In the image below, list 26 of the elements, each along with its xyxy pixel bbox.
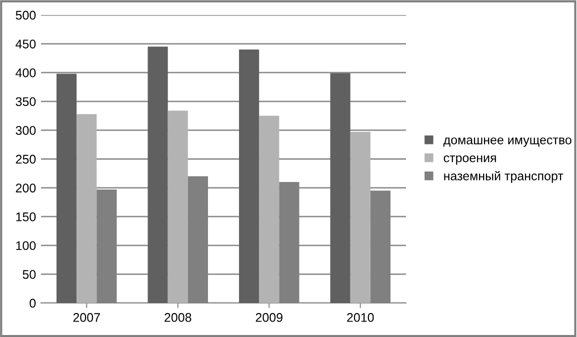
x-tick-label: 2010 xyxy=(347,313,374,322)
bar xyxy=(76,114,97,303)
y-tick-label: 450 xyxy=(16,40,36,48)
bar xyxy=(239,50,260,303)
y-tick-label: 500 xyxy=(16,10,36,20)
y-tick-label: 200 xyxy=(16,184,36,192)
y-tick-label: 50 xyxy=(22,270,36,279)
bar xyxy=(259,116,280,303)
y-tick-label: 0 xyxy=(30,298,36,308)
y-tick-label: 250 xyxy=(16,154,36,164)
bar xyxy=(350,132,370,303)
x-tick-label: 2009 xyxy=(256,313,282,322)
bar xyxy=(56,74,77,303)
x-tick-label: 2007 xyxy=(73,313,100,322)
y-tick-label: 100 xyxy=(16,241,36,250)
y-tick-label: 350 xyxy=(16,97,36,106)
bar xyxy=(330,73,350,303)
y-tick-label: 400 xyxy=(16,68,36,78)
x-tick-label: 2008 xyxy=(164,313,192,322)
bar xyxy=(148,46,168,303)
legend-label: домашнее имущество xyxy=(443,137,572,147)
legend-label: наземный транспорт xyxy=(444,170,564,183)
legend-label: строения xyxy=(444,155,496,165)
y-tick-label: 150 xyxy=(16,212,36,222)
y-tick-label: 300 xyxy=(16,126,36,135)
bar xyxy=(168,110,188,303)
